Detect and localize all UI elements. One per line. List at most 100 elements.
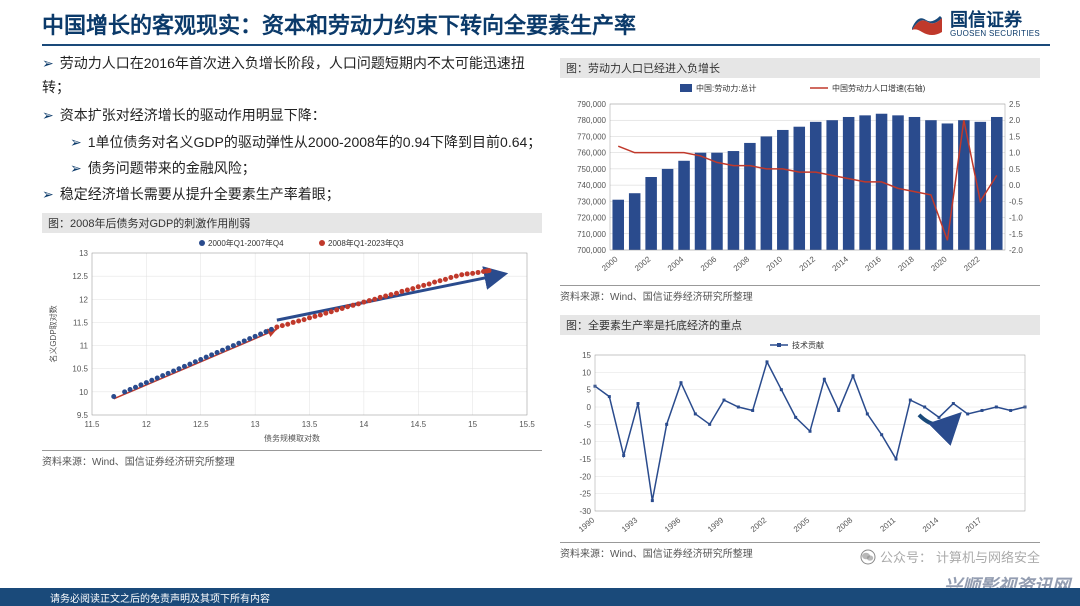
svg-text:2.5: 2.5	[1009, 100, 1021, 109]
right-column: 图：劳动力人口已经进入负增长 中国:劳动力:总计 中国劳动力人口增速(右轴) 700…	[560, 52, 1040, 562]
svg-text:2017: 2017	[964, 515, 984, 534]
svg-text:10.5: 10.5	[72, 364, 88, 373]
footer-text: 请务必阅读正文之后的免责声明及其项下所有内容	[0, 588, 1080, 605]
chart-bl-title: 图：2008年后债务对GDP的刺激作用削弱	[42, 213, 542, 233]
scatter-chart: 2000年Q1-2007年Q4 2008年Q1-2023年Q3 9.5 10 10.5 1…	[42, 233, 542, 443]
wechat-watermark: 公众号：计算机与网络安全	[860, 547, 1040, 566]
svg-text:5: 5	[587, 386, 592, 395]
svg-text:720,000: 720,000	[577, 214, 606, 223]
chart-tr-source: 资料来源：Wind、国信证券经济研究所整理	[560, 285, 1040, 305]
header: 中国增长的客观现实：资本和劳动力约束下转向全要素生产率 国信证券 GUOSEN …	[0, 0, 1080, 44]
logo-en: GUOSEN SECURITIES	[950, 29, 1040, 38]
svg-text:2000年Q1-2007年Q4: 2000年Q1-2007年Q4	[208, 238, 284, 248]
svg-text:14: 14	[359, 420, 368, 429]
logo-cn: 国信证券	[950, 11, 1040, 29]
svg-text:-20: -20	[579, 472, 591, 481]
svg-text:名义GDP取对数: 名义GDP取对数	[48, 305, 58, 362]
svg-text:11: 11	[80, 341, 89, 350]
svg-text:2008: 2008	[732, 254, 752, 273]
svg-text:0: 0	[587, 403, 592, 412]
chart-bl: 2000年Q1-2007年Q4 2008年Q1-2023年Q3 9.5 10 10.5 1…	[42, 233, 542, 448]
bullet-item: 劳动力人口在2016年首次进入负增长阶段，人口问题短期内不太可能迅速扭转；	[42, 52, 542, 100]
svg-text:2014: 2014	[831, 254, 851, 273]
svg-text:15: 15	[468, 420, 477, 429]
svg-text:中国:劳动力:总计: 中国:劳动力:总计	[696, 83, 756, 93]
svg-text:2014: 2014	[921, 515, 941, 534]
bullet-item: 1单位债务对名义GDP的驱动弹性从2000-2008年的0.94下降到目前0.6…	[70, 131, 542, 155]
svg-text:2000: 2000	[600, 254, 620, 273]
chart-br: 技术贡献-30-25-20-15-10-50510151990199319961…	[560, 335, 1040, 540]
brand-logo: 国信证券 GUOSEN SECURITIES	[910, 10, 1040, 38]
svg-text:2005: 2005	[792, 515, 812, 534]
svg-text:780,000: 780,000	[577, 116, 606, 125]
content: 劳动力人口在2016年首次进入负增长阶段，人口问题短期内不太可能迅速扭转；资本扩…	[0, 46, 1080, 562]
bullet-item: 债务问题带来的金融风险；	[70, 157, 542, 181]
svg-text:1.5: 1.5	[1009, 132, 1021, 141]
left-column: 劳动力人口在2016年首次进入负增长阶段，人口问题短期内不太可能迅速扭转；资本扩…	[42, 52, 542, 562]
svg-text:2002: 2002	[633, 254, 653, 273]
svg-text:1990: 1990	[577, 515, 597, 534]
svg-text:技术贡献: 技术贡献	[792, 340, 824, 350]
svg-text:-0.5: -0.5	[1009, 197, 1023, 206]
svg-text:15.5: 15.5	[519, 420, 535, 429]
logo-icon	[910, 10, 944, 38]
svg-text:770,000: 770,000	[577, 132, 606, 141]
svg-text:740,000: 740,000	[577, 181, 606, 190]
svg-text:2018: 2018	[896, 254, 916, 273]
svg-text:710,000: 710,000	[577, 230, 606, 239]
svg-text:-30: -30	[579, 507, 591, 516]
footer: 请务必阅读正文之后的免责声明及其项下所有内容	[0, 588, 1080, 606]
svg-text:2004: 2004	[666, 254, 686, 273]
watermark-text: 计算机与网络安全	[936, 547, 1040, 566]
svg-text:-1.0: -1.0	[1009, 214, 1023, 223]
bullet-item: 稳定经济增长需要从提升全要素生产率着眼；	[42, 183, 542, 207]
svg-text:790,000: 790,000	[577, 100, 606, 109]
svg-text:13: 13	[251, 420, 260, 429]
watermark-prefix: 公众号：	[880, 547, 932, 566]
chart-br-title: 图：全要素生产率是托底经济的重点	[560, 315, 1040, 335]
svg-text:2012: 2012	[798, 254, 818, 273]
line-chart: 技术贡献-30-25-20-15-10-50510151990199319961…	[560, 335, 1040, 535]
svg-text:债务规模取对数: 债务规模取对数	[264, 433, 320, 443]
svg-text:2011: 2011	[878, 515, 897, 533]
svg-text:10: 10	[79, 388, 88, 397]
svg-text:730,000: 730,000	[577, 197, 606, 206]
svg-text:15: 15	[582, 351, 591, 360]
svg-text:-10: -10	[579, 438, 591, 447]
svg-text:1999: 1999	[706, 515, 726, 534]
svg-text:-25: -25	[579, 490, 591, 499]
svg-text:12.5: 12.5	[193, 420, 209, 429]
wechat-icon	[860, 549, 876, 565]
svg-text:14.5: 14.5	[410, 420, 426, 429]
svg-text:2022: 2022	[962, 254, 982, 273]
svg-text:2020: 2020	[929, 254, 949, 273]
svg-text:760,000: 760,000	[577, 149, 606, 158]
chart-bl-source: 资料来源：Wind、国信证券经济研究所整理	[42, 450, 542, 470]
svg-text:-1.5: -1.5	[1009, 230, 1023, 239]
svg-text:750,000: 750,000	[577, 165, 606, 174]
svg-text:2.0: 2.0	[1009, 116, 1021, 125]
svg-text:12: 12	[142, 420, 151, 429]
svg-text:11.5: 11.5	[73, 318, 89, 327]
bar-line-chart: 中国:劳动力:总计 中国劳动力人口增速(右轴) 700,000 710,000 720,…	[560, 78, 1040, 278]
svg-text:12.5: 12.5	[72, 272, 88, 281]
svg-text:0.0: 0.0	[1009, 181, 1021, 190]
svg-text:2006: 2006	[699, 254, 719, 273]
svg-text:11.5: 11.5	[85, 420, 101, 429]
svg-text:-15: -15	[579, 455, 591, 464]
svg-text:10: 10	[582, 368, 591, 377]
svg-text:12: 12	[79, 295, 88, 304]
svg-text:13.5: 13.5	[302, 420, 318, 429]
svg-text:1993: 1993	[620, 515, 640, 534]
svg-text:0.5: 0.5	[1009, 165, 1021, 174]
svg-text:中国劳动力人口增速(右轴): 中国劳动力人口增速(右轴)	[832, 83, 926, 93]
svg-text:2008: 2008	[835, 515, 855, 534]
svg-text:700,000: 700,000	[577, 246, 606, 255]
svg-text:2008年Q1-2023年Q3: 2008年Q1-2023年Q3	[328, 238, 404, 248]
svg-text:-2.0: -2.0	[1009, 246, 1023, 255]
svg-text:2002: 2002	[749, 515, 769, 534]
chart-tr-title: 图：劳动力人口已经进入负增长	[560, 58, 1040, 78]
svg-text:9.5: 9.5	[77, 411, 89, 420]
svg-text:13: 13	[79, 249, 88, 258]
bullet-list: 劳动力人口在2016年首次进入负增长阶段，人口问题短期内不太可能迅速扭转；资本扩…	[42, 52, 542, 207]
